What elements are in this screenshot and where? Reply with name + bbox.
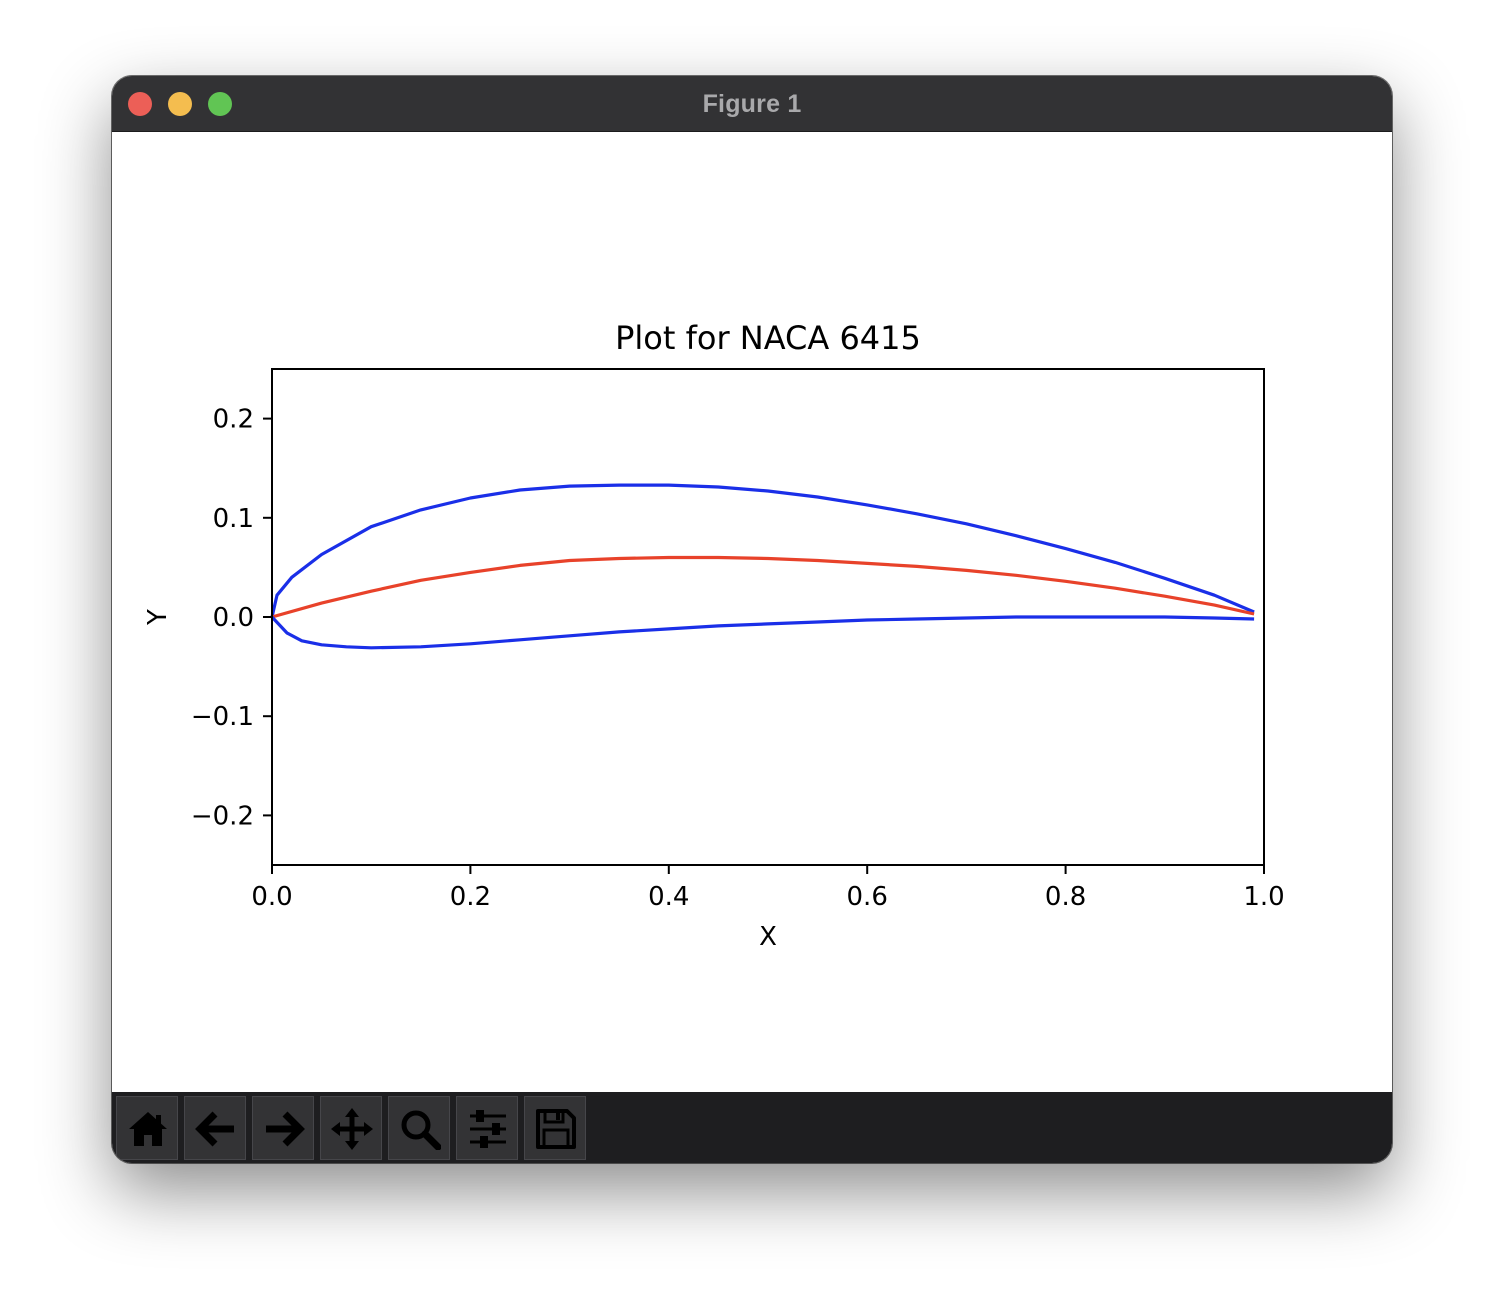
y-axis-label: Y — [143, 609, 173, 626]
chart-title: Plot for NACA 6415 — [615, 319, 921, 357]
figure-canvas[interactable]: 0.0 0.2 0.4 0.6 0.8 1.0 −0.2 −0.1 0.0 0.1 0.2 Plot… — [112, 132, 1392, 1092]
x-tick-label: 0.0 — [251, 882, 292, 912]
series-line-2 — [271, 555, 1255, 619]
title-bar[interactable]: Figure 1 — [112, 76, 1392, 132]
save-button[interactable] — [524, 1096, 586, 1160]
window-title: Figure 1 — [702, 90, 802, 118]
plot-marks — [270, 483, 1255, 650]
forward-button[interactable] — [252, 1096, 314, 1160]
x-tick-label: 0.6 — [847, 882, 888, 912]
magnifier-icon — [401, 1110, 441, 1150]
zoom-button[interactable] — [208, 92, 232, 116]
x-axis-label: X — [759, 922, 777, 952]
sliders-icon — [470, 1110, 506, 1148]
home-icon — [129, 1112, 167, 1146]
arrow-left-icon — [195, 1111, 234, 1147]
minimize-button[interactable] — [168, 92, 192, 116]
x-tick-label: 0.8 — [1045, 882, 1086, 912]
arrow-right-icon — [266, 1111, 305, 1147]
x-tick-label: 0.2 — [450, 882, 491, 912]
configure-subplots-button[interactable] — [456, 1096, 518, 1160]
pan-button[interactable] — [320, 1096, 382, 1160]
close-button[interactable] — [128, 92, 152, 116]
series-line-1 — [270, 483, 1255, 618]
y-tick-label: −0.2 — [191, 801, 254, 831]
y-tick-label: 0.2 — [213, 405, 254, 435]
y-tick-label: 0.1 — [213, 504, 254, 534]
move-arrows-icon — [331, 1108, 373, 1150]
x-tick-label: 1.0 — [1243, 882, 1284, 912]
y-tick-label: 0.0 — [213, 603, 254, 633]
zoom-rect-button[interactable] — [388, 1096, 450, 1160]
home-button[interactable] — [116, 1096, 178, 1160]
figure-window: Figure 1 0.0 0.2 0.4 0.6 0.8 1.0 −0.2 −0.1 0.0 0.… — [112, 76, 1392, 1163]
axis-ticks: 0.0 0.2 0.4 0.6 0.8 1.0 −0.2 −0.1 0.0 0.1 0.2 — [191, 405, 1285, 912]
plot-svg: 0.0 0.2 0.4 0.6 0.8 1.0 −0.2 −0.1 0.0 0.1 0.2 Plot… — [143, 319, 1285, 952]
x-tick-label: 0.4 — [648, 882, 689, 912]
back-button[interactable] — [184, 1096, 246, 1160]
series-line-3 — [270, 615, 1255, 650]
floppy-disk-icon — [536, 1109, 576, 1149]
y-tick-label: −0.1 — [191, 702, 254, 732]
navigation-toolbar — [112, 1092, 1392, 1163]
